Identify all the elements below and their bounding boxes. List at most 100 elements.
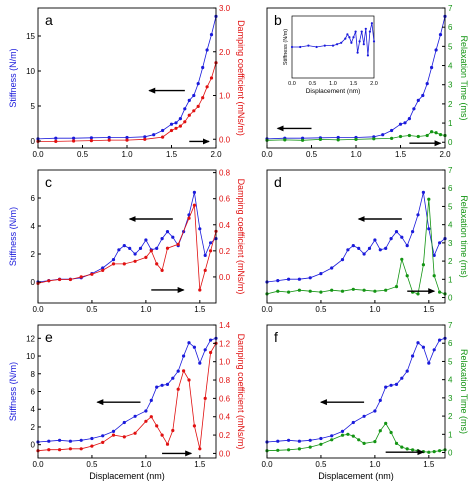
- right-axis-label: Damping coefficient (mNs/m): [236, 179, 246, 295]
- series-stiffness-point: [394, 382, 399, 386]
- x-tick-label: 0.5: [86, 305, 98, 314]
- inset-plot: 0.0 0.5 1.0 1.5 2.0 Displacement (nm) Stiffnes…: [283, 15, 378, 95]
- series-stiffness-point: [421, 190, 425, 194]
- series-relaxation-point: [384, 288, 388, 292]
- inset-series-point: [358, 40, 361, 43]
- plot-frame: [37, 324, 217, 459]
- left-tick-label: 6: [31, 388, 36, 397]
- inset-x-tick-label: 2.0: [370, 81, 378, 87]
- x-tick-label: 1.5: [194, 305, 206, 314]
- series-stiffness-point: [416, 213, 420, 217]
- right-tick-label: 2: [448, 412, 453, 421]
- series-stiffness-point: [117, 248, 121, 252]
- series-relaxation-point: [400, 257, 404, 261]
- series-stiffness-point: [192, 190, 196, 194]
- series-stiffness-point: [378, 398, 382, 402]
- series-stiffness-point: [187, 98, 191, 102]
- series-damping-point: [89, 139, 93, 143]
- series-stiffness-point: [101, 434, 105, 438]
- series-relaxation-point: [276, 289, 280, 293]
- series-stiffness-point: [381, 133, 385, 137]
- series-stiffness-point: [152, 133, 156, 137]
- x-axis-label: Displacement (nm): [318, 471, 394, 481]
- series-relaxation-point: [400, 445, 404, 449]
- series-relaxation-point: [430, 130, 434, 134]
- series-relaxation-point: [308, 445, 312, 449]
- x-tick-label: 0.5: [315, 460, 327, 469]
- series-damping-point: [203, 396, 207, 400]
- series-stiffness-point: [405, 244, 409, 248]
- series-stiffness-point: [209, 33, 214, 37]
- series-damping-point: [209, 350, 213, 355]
- right-tick-label: 4: [448, 62, 453, 71]
- series-relaxation-point: [283, 138, 287, 142]
- panel-d: 0.0 0.5 1.0 1.5 0 1 2 3 4 5 6 7 Relaxation time (ms)…: [261, 166, 469, 314]
- series-relaxation-point: [318, 137, 322, 141]
- right-tick-label: 5: [448, 202, 453, 211]
- x-tick-label: 1.5: [423, 305, 435, 314]
- series-stiffness-point: [432, 253, 436, 257]
- series-damping-point: [149, 415, 153, 419]
- right-tick-label: 0.2: [219, 247, 231, 256]
- right-tick-label: 0.4: [219, 221, 231, 230]
- right-tick-label: 0.2: [219, 431, 231, 440]
- series-stiffness-point: [438, 33, 443, 37]
- series-stiffness-point: [209, 338, 213, 342]
- series-damping-point: [155, 424, 159, 428]
- series-relaxation-point: [438, 290, 442, 294]
- x-tick-label: 0.0: [32, 150, 44, 159]
- series-stiffness-point: [394, 230, 399, 234]
- right-tick-label: 1.0: [219, 92, 231, 101]
- series-relaxation-point: [425, 133, 429, 138]
- series-damping-point: [209, 249, 213, 253]
- series-stiffness-point: [400, 235, 404, 239]
- series-relaxation-point: [319, 442, 323, 446]
- x-tick-label: 2.0: [439, 150, 451, 159]
- series-stiffness-point: [160, 237, 164, 241]
- series-stiffness-line: [266, 192, 446, 283]
- series-stiffness-point: [351, 244, 355, 248]
- series-stiffness-point: [357, 246, 361, 250]
- series-damping-point: [198, 447, 202, 451]
- right-tick-label: 2: [448, 257, 453, 266]
- series-stiffness-point: [373, 238, 377, 242]
- series-relaxation-point: [301, 138, 305, 142]
- series-damping-line: [37, 205, 217, 291]
- left-tick-label: 0: [31, 278, 36, 287]
- inset-series-point: [323, 44, 326, 47]
- right-tick-label: 1.4: [219, 321, 231, 330]
- series-damping-point: [144, 255, 148, 259]
- series-damping-point: [107, 138, 111, 142]
- inset-series-point: [307, 44, 310, 47]
- series-damping-point: [68, 277, 72, 282]
- x-tick-label: 1.0: [140, 460, 152, 469]
- series-stiffness-point: [196, 82, 200, 86]
- series-stiffness-point: [297, 277, 301, 281]
- panel-letter: d: [274, 174, 282, 190]
- series-stiffness-point: [362, 252, 366, 256]
- inset-series-point: [299, 45, 302, 49]
- series-damping-point: [187, 216, 191, 220]
- series-stiffness-point: [276, 279, 280, 283]
- series-stiffness-point: [411, 230, 415, 234]
- x-tick-label: 1.0: [350, 150, 362, 159]
- series-damping-point: [192, 109, 196, 113]
- series-stiffness-point: [438, 241, 442, 245]
- series-damping-point: [58, 448, 62, 452]
- series-stiffness-point: [187, 341, 191, 345]
- right-tick-label: 0: [448, 138, 453, 147]
- series-stiffness-point: [149, 398, 153, 402]
- left-tick-label: 6: [31, 194, 36, 203]
- series-stiffness-point: [198, 227, 202, 231]
- right-tick-label: 4: [448, 221, 453, 230]
- series-damping-point: [125, 138, 129, 142]
- series-relaxation-point: [357, 438, 361, 442]
- left-tick-label: 8: [31, 370, 36, 379]
- right-tick-label: 5: [448, 42, 453, 51]
- left-tick-label: 10: [26, 352, 35, 361]
- series-relaxation-point: [351, 287, 355, 291]
- series-relaxation-point: [407, 133, 411, 138]
- panel-b: 0.0 0.5 1.0 1.5 2.0 0 1 2 3 4 5 6 7 Relaxation Time (…: [261, 4, 469, 159]
- right-tick-label: 0: [448, 449, 453, 458]
- series-relaxation-line: [266, 199, 446, 295]
